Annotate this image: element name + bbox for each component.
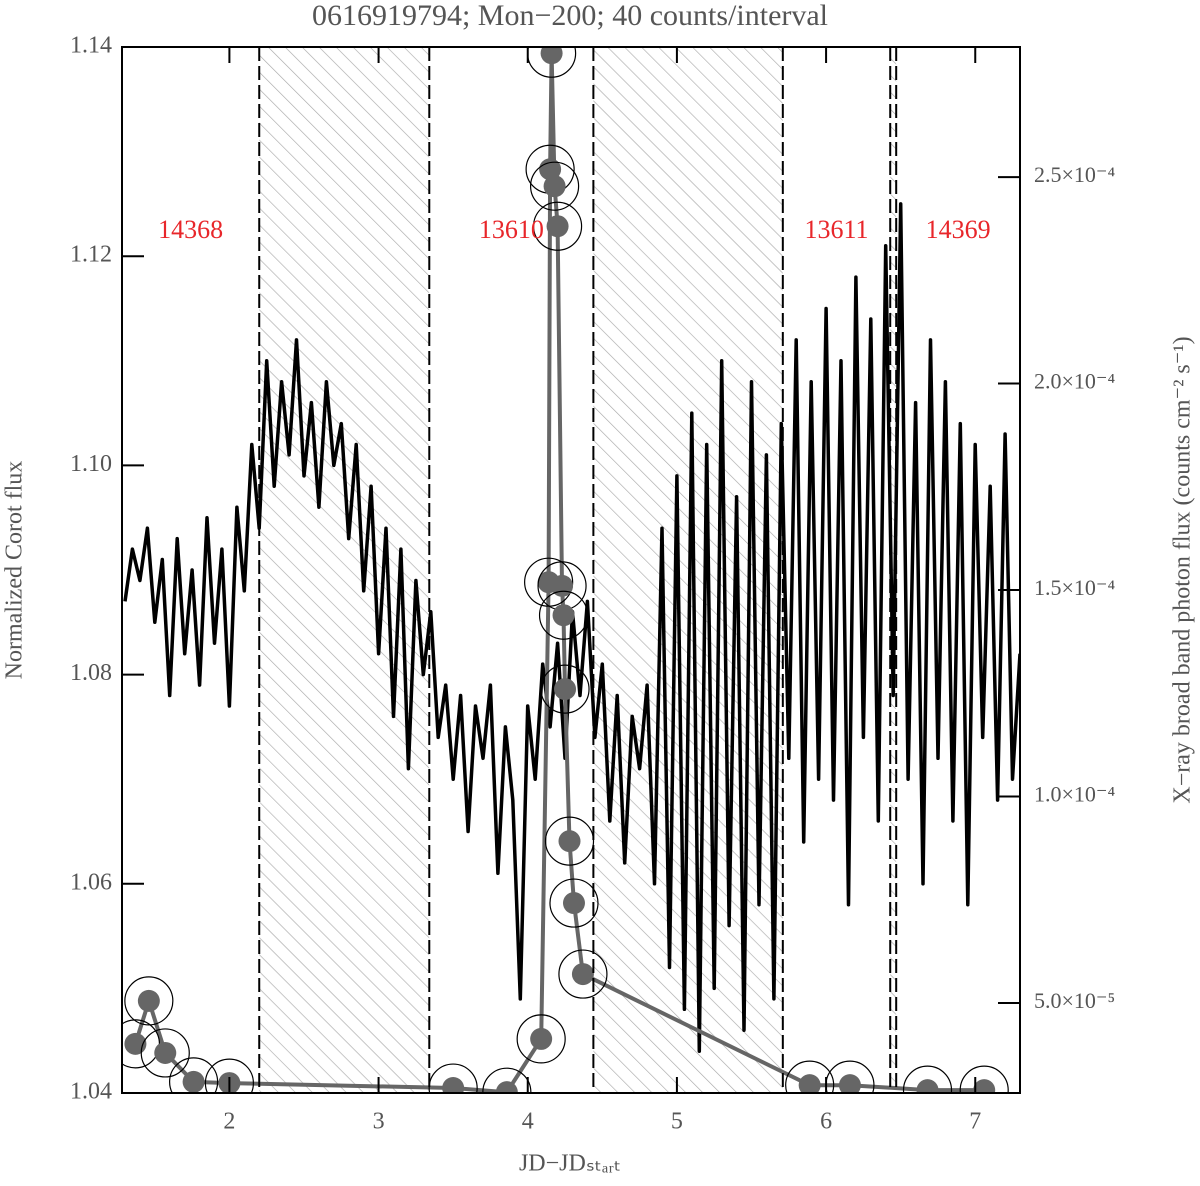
x-tick-label: 5 [671, 1109, 683, 1135]
x-tick-label: 3 [373, 1109, 385, 1135]
xray-point [154, 1041, 177, 1064]
xray-point [495, 1081, 518, 1093]
xray-point [973, 1079, 996, 1093]
observation-label: 14368 [158, 215, 223, 244]
xray-point [558, 830, 581, 853]
x-tick-label: 2 [223, 1109, 235, 1135]
y2-axis-label: X−ray broad band photon flux (counts cm⁻… [1170, 336, 1196, 803]
xray-point [838, 1074, 861, 1093]
gap-hatch [259, 47, 430, 1093]
xray-ring [529, 161, 580, 211]
xray-ring [140, 1028, 190, 1078]
gap-hatch [890, 47, 897, 1093]
xray-point [546, 215, 569, 238]
xray-ring [532, 201, 583, 251]
xray-ring [785, 1060, 835, 1093]
y-tick-label: 1.14 [70, 33, 112, 59]
y2-tick-label: 5.0×10⁻⁵ [1034, 988, 1115, 1013]
xray-point [554, 678, 577, 701]
xray-point [916, 1079, 939, 1093]
xray-ring [169, 1057, 219, 1093]
y2-tick-label: 2.5×10⁻⁴ [1034, 162, 1116, 187]
xray-point [552, 604, 575, 627]
xray-point [182, 1070, 205, 1093]
y-tick-label: 1.12 [70, 242, 112, 268]
y2-tick-label: 2.0×10⁻⁴ [1034, 369, 1116, 394]
x-tick-label: 7 [969, 1109, 981, 1135]
x-tick-label: 6 [820, 1109, 832, 1135]
xray-point [530, 1027, 553, 1050]
gap-hatch [593, 47, 783, 1093]
xray-ring [516, 1014, 566, 1064]
xray-ring [558, 949, 608, 999]
xray-ring [538, 590, 589, 640]
xray-point [543, 175, 566, 198]
y-tick-label: 1.06 [70, 869, 112, 895]
xray-point [442, 1077, 465, 1093]
xray-ring [204, 1058, 254, 1093]
y-tick-label: 1.04 [70, 1079, 112, 1105]
xray-point [540, 47, 563, 65]
y-tick-label: 1.10 [70, 451, 112, 477]
y-axis-label: Normalized Corot flux [2, 461, 28, 680]
xray-point [137, 989, 160, 1012]
x-tick-label: 4 [522, 1109, 534, 1135]
xray-point [798, 1074, 821, 1093]
xray-point [571, 963, 594, 986]
y-tick-label: 1.08 [70, 660, 112, 686]
xray-ring [902, 1065, 953, 1093]
axes-layer: 14368 13610 13611 14369 2 3 4 5 6 7 1.04 1.06 1.08 1.… [70, 33, 1116, 1135]
xray-ring [544, 816, 595, 866]
xray-ring [959, 1065, 1009, 1093]
observation-label: 14369 [926, 215, 991, 244]
data-layer [122, 47, 1020, 1093]
x-axis-label: JD−JDₛₜₐᵣₜ [519, 1151, 621, 1177]
xray-ring [428, 1063, 478, 1093]
plot-frame [121, 46, 1021, 1094]
xray-ring [124, 976, 174, 1026]
xray-ring [549, 878, 599, 928]
xray-point [562, 892, 585, 915]
xray-ring [540, 664, 590, 714]
y2-tick-label: 1.0×10⁻⁴ [1034, 782, 1116, 807]
observation-label: 13611 [804, 215, 868, 244]
y2-tick-label: 1.5×10⁻⁴ [1034, 575, 1116, 600]
chart-title: 0616919794; Mon−200; 40 counts/interval [312, 0, 828, 32]
observation-label: 13610 [479, 215, 544, 244]
